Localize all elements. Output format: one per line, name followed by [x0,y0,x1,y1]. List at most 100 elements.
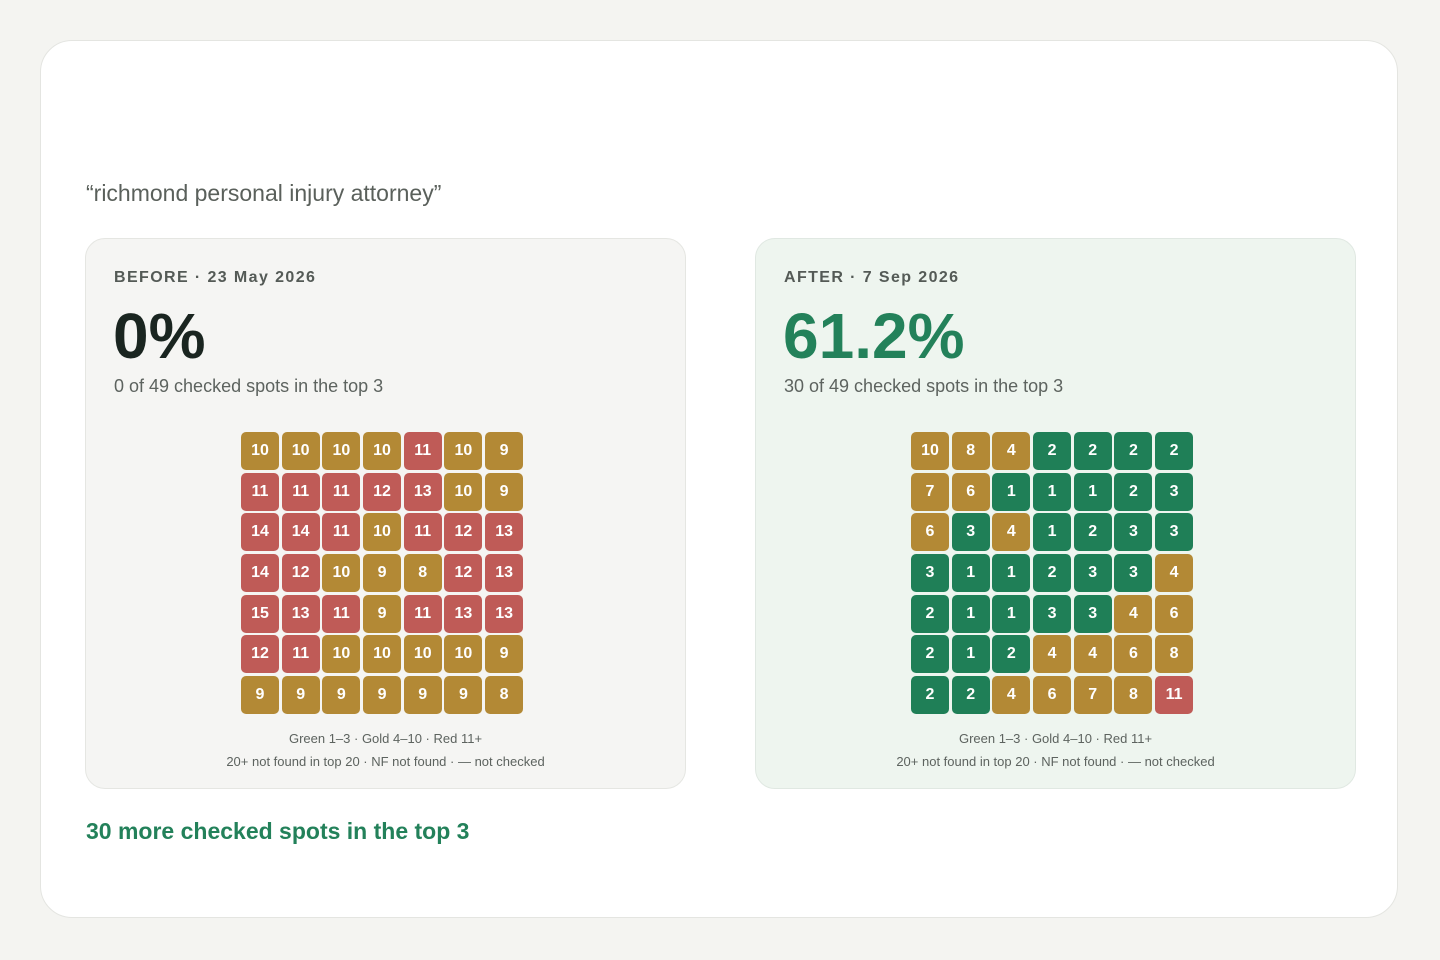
rank-cell: 9 [322,676,361,715]
rank-cell: 14 [241,554,279,593]
rank-cell: 2 [911,676,949,715]
rank-cell: 14 [241,513,279,552]
rank-cell: 4 [992,513,1031,552]
rank-cell: 1 [951,635,990,674]
before-subtitle: 0 of 49 checked spots in the top 3 [114,376,384,396]
rank-cell: 11 [403,594,442,633]
rank-cell: 2 [992,635,1031,674]
rank-cell: 4 [1114,594,1153,633]
after-legend-notes: 20+ not found in top 20 · NF not found ·… [896,754,1215,769]
rank-cell: 4 [1155,554,1194,593]
rank-cell: 8 [951,432,990,470]
rank-cell: 10 [241,432,279,470]
rank-cell: 9 [281,676,320,715]
rank-cell: 6 [1114,635,1153,674]
rank-cell: 3 [911,554,949,593]
rank-cell: 11 [281,472,320,511]
rank-cell: 8 [1155,635,1194,674]
rank-cell: 2 [911,635,949,674]
rank-cell: 7 [1073,676,1112,715]
rank-cell: 3 [1114,554,1153,593]
rank-cell: 11 [241,472,279,511]
rank-cell: 13 [281,594,320,633]
rank-cell: 3 [1114,513,1153,552]
rank-cell: 2 [1033,554,1072,593]
rank-cell: 10 [322,635,361,674]
rank-cell: 9 [485,432,524,470]
after-subtitle: 30 of 49 checked spots in the top 3 [784,376,1064,396]
rank-cell: 6 [951,472,990,511]
rank-cell: 1 [992,472,1031,511]
rank-cell: 12 [444,554,483,593]
rank-cell: 10 [322,432,361,470]
rank-cell: 11 [403,432,442,470]
after-legend-colors: Green 1–3 · Gold 4–10 · Red 11+ [958,731,1153,746]
rank-cell: 13 [444,594,483,633]
rank-cell: 10 [444,432,483,470]
rank-cell: 1 [951,554,990,593]
rank-cell: 3 [1155,472,1194,511]
rank-cell: 15 [241,594,279,633]
after-percent: 61.2% [783,300,965,372]
rank-cell: 10 [444,472,483,511]
rank-cell: 2 [1114,432,1153,470]
rank-cell: 9 [444,676,483,715]
rank-cell: 10 [363,635,402,674]
report-card: “richmond personal injury attorney” BEFO… [40,40,1398,918]
rank-cell: 8 [485,676,524,715]
rank-cell: 11 [281,635,320,674]
rank-cell: 1 [992,594,1031,633]
rank-cell: 4 [1033,635,1072,674]
rank-cell: 3 [1155,513,1194,552]
rank-cell: 3 [1073,554,1112,593]
rank-cell: 1 [992,554,1031,593]
rank-cell: 11 [1155,676,1194,715]
rank-cell: 1 [951,594,990,633]
rank-cell: 9 [363,594,402,633]
rank-cell: 10 [281,432,320,470]
before-rank-grid: 10 10 10 10 11 10 9 11 11 11 12 13 10 9 14 14 11 10 11 12 13… [241,432,524,715]
rank-cell: 8 [1114,676,1153,715]
rank-cell: 11 [322,594,361,633]
rank-cell: 3 [1073,594,1112,633]
rank-cell: 2 [1073,432,1112,470]
rank-cell: 2 [1114,472,1153,511]
rank-cell: 6 [1155,594,1194,633]
rank-cell: 9 [485,635,524,674]
rank-cell: 1 [1033,513,1072,552]
rank-cell: 1 [1073,472,1112,511]
rank-cell: 11 [322,472,361,511]
rank-cell: 13 [485,513,524,552]
rank-cell: 12 [363,472,402,511]
rank-cell: 1 [1033,472,1072,511]
rank-cell: 10 [444,635,483,674]
rank-cell: 4 [992,676,1031,715]
rank-cell: 13 [485,594,524,633]
rank-cell: 6 [1033,676,1072,715]
rank-cell: 4 [1073,635,1112,674]
rank-cell: 10 [911,432,949,470]
before-legend-notes: 20+ not found in top 20 · NF not found ·… [226,754,545,769]
rank-cell: 10 [363,513,402,552]
rank-cell: 9 [241,676,279,715]
summary-text: 30 more checked spots in the top 3 [86,818,470,844]
rank-cell: 3 [1033,594,1072,633]
rank-cell: 10 [322,554,361,593]
rank-cell: 10 [403,635,442,674]
rank-cell: 3 [951,513,990,552]
after-panel: AFTER · 7 Sep 2026 61.2% 30 of 49 checke… [755,238,1356,789]
rank-cell: 7 [911,472,949,511]
rank-cell: 4 [992,432,1031,470]
rank-cell: 8 [403,554,442,593]
rank-cell: 10 [363,432,402,470]
rank-cell: 2 [1033,432,1072,470]
after-rank-grid: 10 8 4 2 2 2 2 7 6 1 1 1 2 3 6 3 4 1 2 3 3 3 1 1 2 3 3 4 2 1 1 3 3 4 6 2 1 2 4… [911,432,1194,715]
rank-cell: 2 [1155,432,1194,470]
rank-cell: 13 [485,554,524,593]
before-percent: 0% [113,300,206,372]
rank-cell: 2 [911,594,949,633]
rank-cell: 12 [281,554,320,593]
rank-cell: 6 [911,513,949,552]
rank-cell: 12 [241,635,279,674]
rank-cell: 9 [363,676,402,715]
